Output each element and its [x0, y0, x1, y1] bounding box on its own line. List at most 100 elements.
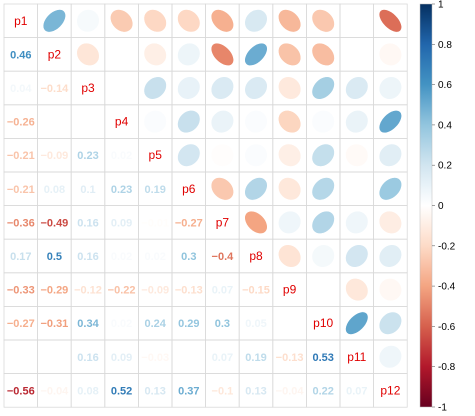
upper-triangle-ellipses: [42, 9, 403, 369]
coefficient-label: 0.02: [111, 251, 132, 263]
correlation-ellipse: [378, 177, 403, 201]
coefficient-label: −0.27: [7, 318, 35, 330]
coefficient-label: 0.16: [77, 217, 98, 229]
colorbar-tick-label: 0.6: [438, 80, 452, 91]
correlation-ellipse: [378, 76, 403, 100]
correlation-ellipse: [345, 143, 369, 167]
diagonal-label-p12: p12: [380, 383, 400, 397]
correlation-ellipse: [143, 42, 167, 67]
correlation-ellipse: [210, 42, 235, 67]
correlation-ellipse: [311, 244, 335, 268]
correlation-ellipse: [378, 210, 403, 235]
correlation-ellipse: [277, 210, 302, 235]
coefficient-label: 0.3: [215, 318, 230, 330]
coefficient-label: −0.31: [40, 318, 68, 330]
coefficient-label: −0.22: [108, 285, 136, 297]
diagonal-label-p6: p6: [182, 182, 196, 196]
diagonal-label-p9: p9: [283, 283, 297, 297]
correlation-ellipse: [244, 143, 268, 167]
coefficient-label: −0.29: [40, 285, 68, 297]
correlation-ellipse: [244, 76, 268, 100]
correlation-ellipse: [277, 42, 302, 67]
correlation-ellipse: [210, 76, 235, 100]
correlation-ellipse: [311, 42, 335, 67]
coefficient-label: 0.5: [47, 251, 62, 263]
correlation-ellipse: [109, 76, 134, 100]
diagonal-labels: p1 p2 p3 p4 p5 p6 p7 p8 p9 p10 p11 p12: [14, 14, 401, 398]
correlation-ellipse: [143, 9, 167, 33]
colorbar-gradient: [419, 3, 433, 408]
coefficient-label: −0.33: [7, 285, 35, 297]
correlation-ellipse: [378, 345, 403, 369]
diagonal-label-p11: p11: [347, 350, 366, 364]
correlation-ellipse: [177, 42, 201, 67]
color-legend: 1 0.8 0.6 0.4 0.2 0 -0.2 -0.4 -0.6 -0.8 -1: [419, 0, 456, 414]
coefficient-label: −0.13: [175, 285, 203, 297]
coefficient-label: 0.3: [181, 251, 196, 263]
correlation-ellipse: [277, 244, 302, 268]
coefficient-label: −0.4: [212, 251, 235, 263]
cell-grid: [3, 3, 408, 408]
correlation-ellipse: [345, 42, 369, 67]
coefficient-label: −0.1: [212, 385, 234, 397]
coefficient-label: 0: [51, 117, 57, 129]
correlation-ellipse: [177, 9, 201, 33]
colorbar-tick-label: -0.6: [438, 322, 456, 333]
correlation-ellipse: [378, 42, 403, 67]
correlation-ellipse: [109, 9, 134, 33]
correlation-ellipse: [244, 9, 268, 33]
colorbar-tick-label: 1: [438, 0, 444, 11]
coefficient-label: −0.13: [276, 352, 304, 364]
correlation-ellipse: [378, 277, 403, 302]
correlation-ellipse: [177, 76, 201, 100]
correlation-ellipse: [277, 177, 302, 201]
correlation-ellipse: [311, 177, 335, 201]
correlation-ellipse: [345, 311, 369, 335]
coefficient-label: 0.16: [77, 352, 98, 364]
correlation-ellipse: [378, 9, 403, 33]
correlation-ellipse: [210, 177, 235, 201]
coefficient-label: −0.49: [40, 217, 68, 229]
diagonal-label-p1: p1: [14, 14, 28, 28]
coefficient-label: 0.08: [44, 184, 65, 196]
correlation-ellipse: [177, 143, 201, 167]
coefficient-label: 0.52: [111, 385, 132, 397]
correlation-ellipse: [311, 210, 335, 235]
coefficient-label: 0.19: [245, 352, 266, 364]
correlation-ellipse: [210, 143, 235, 167]
coefficient-label: −0.09: [40, 150, 68, 162]
correlation-ellipse: [378, 109, 403, 134]
diagonal-label-p4: p4: [115, 115, 129, 129]
correlation-ellipse: [244, 42, 268, 67]
coefficient-label: 0: [287, 318, 293, 330]
coefficient-label: 0.04: [10, 83, 32, 95]
coefficient-label: 0.05: [245, 318, 266, 330]
correlation-ellipse: [177, 109, 201, 134]
coefficient-label: −0.09: [141, 285, 169, 297]
coefficient-label: 0.13: [245, 385, 266, 397]
coefficient-label: 0.23: [111, 184, 132, 196]
correlation-ellipse: [210, 9, 235, 33]
diagonal-label-p8: p8: [249, 249, 263, 263]
correlation-ellipse: [311, 277, 335, 302]
coefficient-label: 0.02: [144, 251, 165, 263]
coefficient-label: 0.07: [212, 352, 233, 364]
correlation-ellipse: [76, 9, 100, 33]
coefficient-label: 0.07: [212, 285, 233, 297]
correlation-ellipse: [143, 109, 167, 134]
coefficient-label: 0.19: [144, 184, 165, 196]
correlation-ellipse: [345, 9, 369, 33]
coefficient-label: 0.1: [80, 184, 95, 196]
colorbar-ticks: 1 0.8 0.6 0.4 0.2 0 -0.2 -0.4 -0.6 -0.8 -1: [432, 0, 456, 414]
coefficient-label: −0.03: [141, 352, 169, 364]
correlation-ellipse: [345, 109, 369, 134]
coefficient-label: 0.02: [111, 318, 132, 330]
coefficient-label: 0.08: [77, 385, 98, 397]
coefficient-label: −0.12: [74, 285, 102, 297]
correlation-ellipse: [210, 109, 235, 134]
coefficient-label: −0.04: [276, 385, 305, 397]
correlation-ellipse: [378, 244, 403, 268]
correlation-ellipse: [311, 143, 335, 167]
colorbar-tick-label: 0.4: [438, 120, 452, 131]
